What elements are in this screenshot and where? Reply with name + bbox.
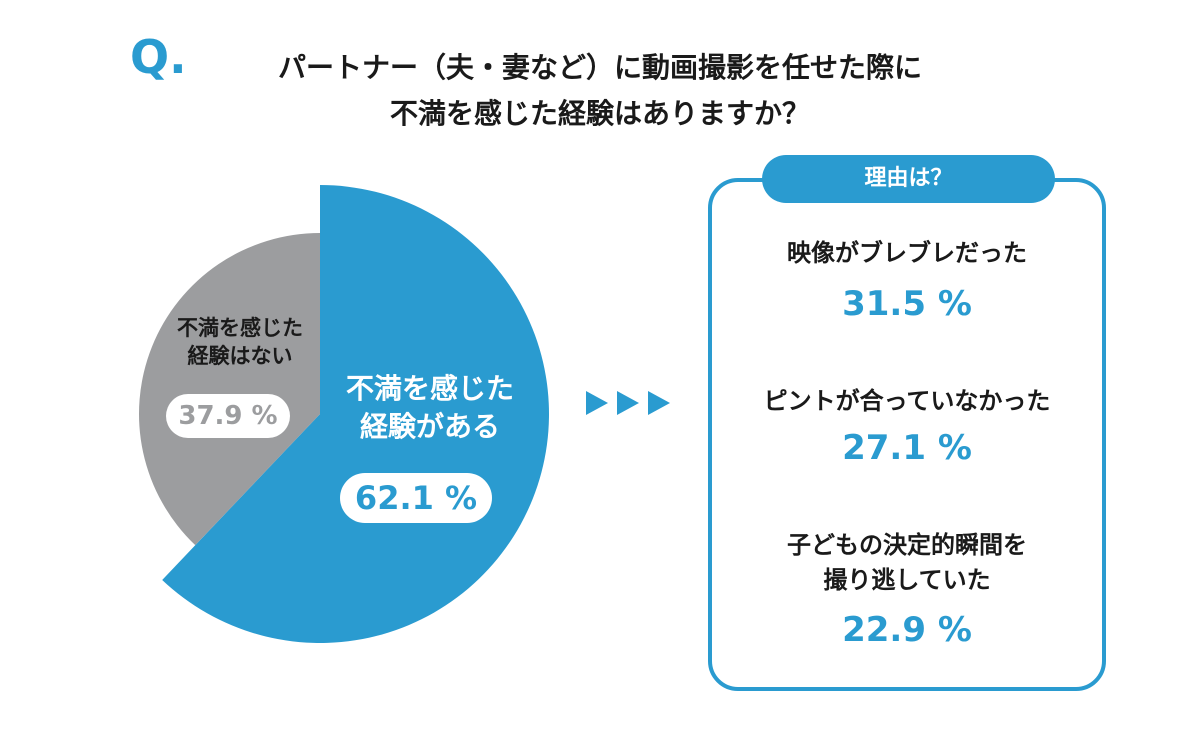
reason-2-value: 27.1 % [842, 428, 972, 468]
reason-3-value: 22.9 % [842, 610, 972, 650]
pie-slice-yes [162, 185, 550, 643]
reason-1-label: 映像がブレブレだった [787, 239, 1027, 267]
reason-3-label-line1: 子どもの決定的瞬間を [787, 531, 1027, 559]
slice-yes-value: 62.1 % [340, 473, 492, 523]
slice-yes-label-line1: 不満を感じた [345, 372, 514, 405]
pie-slice-no [138, 233, 320, 546]
title-line-2: 不満を感じた経験はありますか？ [389, 97, 810, 130]
slice-no-label-line2: 経験はない [187, 344, 293, 369]
question-mark-label: Q. [130, 30, 187, 84]
reasons-header: 理由は？ [762, 155, 1055, 203]
reason-1-value: 31.5 % [842, 284, 972, 324]
title-line-1: パートナー（夫・妻など）に動画撮影を任せた際に [277, 51, 922, 84]
arrow-icon [648, 391, 670, 415]
arrow-icon [586, 391, 608, 415]
reason-2-label: ピントが合っていなかった [763, 387, 1051, 415]
slice-yes-label-line2: 経験がある [359, 409, 500, 443]
slice-no-value: 37.9 % [166, 394, 290, 438]
arrow-icon [617, 391, 639, 415]
slice-yes-label: 不満を感じた 経験がある [330, 370, 530, 446]
pie-chart [138, 185, 550, 643]
slice-no-label-line1: 不満を感じた [177, 316, 303, 340]
reason-3-label-line2: 撮り逃していた [823, 566, 991, 594]
slice-no-label: 不満を感じた 経験はない [160, 314, 320, 371]
